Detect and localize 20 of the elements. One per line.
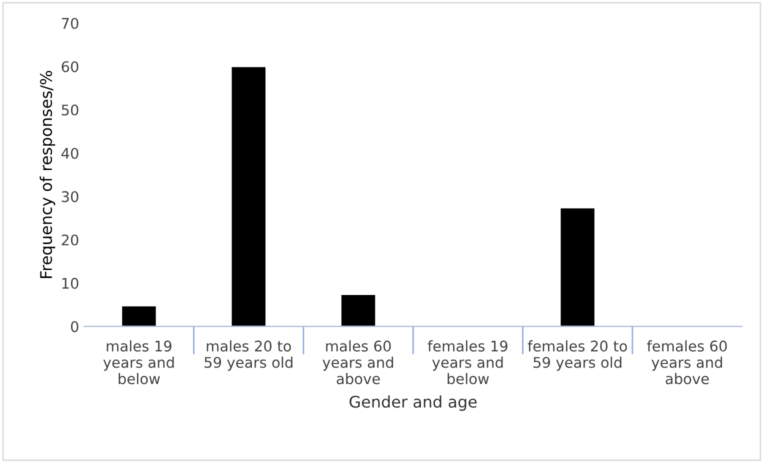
x-tick-label: males 60 years and above (322, 340, 394, 384)
x-axis-title: Gender and age (350, 395, 477, 411)
y-tick-label: 40 (61, 148, 78, 159)
y-axis-title: Frequency of responses/% (40, 70, 56, 278)
y-tick-label: 30 (62, 191, 78, 202)
bar (340, 294, 377, 326)
y-tick-label: 60 (62, 61, 78, 72)
y-tick-label: 50 (62, 104, 78, 116)
y-tick-label: 20 (62, 234, 78, 246)
bar (230, 66, 267, 326)
x-tick-label: males 19 years and below (103, 340, 174, 384)
x-tick-label: females 20 to 59 years old (528, 340, 627, 371)
x-tick-label: males 20 to 59 years old (204, 340, 292, 371)
bar (559, 207, 596, 326)
x-tick-label: females 60 years and above (647, 340, 727, 384)
bar (120, 304, 158, 326)
x-tick-label: females 19 years and below (428, 340, 508, 384)
y-tick-label: 10 (62, 278, 78, 289)
y-tick-label: 70 (62, 18, 78, 29)
y-tick-label: 0 (70, 321, 78, 332)
